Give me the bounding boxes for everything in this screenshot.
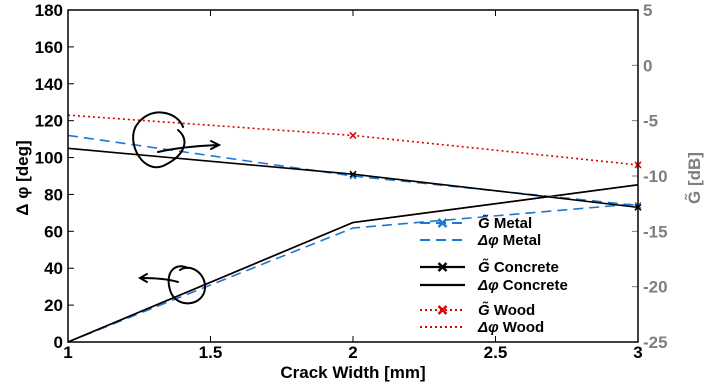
annotation-arrowhead-lower — [137, 273, 148, 283]
legend-symbol: Δφ — [477, 277, 499, 294]
legend-marker — [437, 262, 448, 272]
tick-layer: 1 1.5 2 2.5 3 0 20 40 60 80 100 120 140 160 180 -25 -20 -… — [35, 1, 668, 362]
legend-symbol: Δφ — [477, 232, 499, 249]
y2-tick-label: -20 — [643, 278, 668, 297]
x-tick-label: 3 — [633, 343, 642, 362]
legend-text: Concrete — [490, 259, 559, 276]
series-layer — [67, 114, 642, 343]
x-tick-label: 1.5 — [199, 343, 223, 362]
y-tick-label: 0 — [54, 333, 63, 352]
y2-axis-label: G̃ [dB] — [684, 152, 704, 204]
x-tick-label: 1 — [63, 343, 72, 362]
y-tick-label: 120 — [35, 112, 63, 131]
series-line-g-metal — [67, 202, 639, 343]
x-tick-label: 2 — [348, 343, 357, 362]
y-axis-label: Δ φ [deg] — [13, 140, 32, 215]
series-line-concrete — [67, 147, 639, 209]
y-tick-label: 20 — [44, 296, 63, 315]
series-line-g-concrete — [67, 184, 639, 343]
plot-frame — [67, 9, 639, 343]
x-tick-label: 2.5 — [484, 343, 508, 362]
annotation-arrow-upper — [157, 144, 219, 153]
y-tick-label: 100 — [35, 149, 63, 168]
legend-symbol: G̃ — [478, 301, 490, 319]
legend-symbol: Δφ — [477, 319, 499, 336]
legend-text: Concrete — [499, 277, 568, 294]
y-tick-label: 140 — [35, 75, 63, 94]
x-axis-label: Crack Width [mm] — [280, 363, 425, 382]
legend-label: Δφ Metal — [477, 232, 541, 249]
legend-label: G̃ Metal — [478, 214, 532, 232]
legend-label: G̃ Wood — [478, 301, 535, 319]
y2-tick-label: -5 — [643, 112, 658, 131]
legend-text: Metal — [490, 215, 533, 232]
data-point-marker — [349, 170, 357, 178]
legend-symbol: G̃ — [478, 258, 490, 276]
y2-tick-label: -10 — [643, 167, 668, 186]
annotation-arrows — [132, 111, 222, 305]
annotation-loop-upper — [132, 111, 186, 169]
series-line-metal — [67, 134, 639, 207]
legend-label: Δφ Concrete — [477, 277, 568, 294]
legend-text: Wood — [499, 319, 545, 336]
annotation-loop-lower — [167, 265, 207, 305]
y-tick-label: 80 — [44, 185, 63, 204]
series-line-wood — [67, 114, 639, 166]
y-tick-label: 60 — [44, 222, 63, 241]
data-point-marker — [349, 131, 357, 139]
annotation-arrow-lower — [140, 277, 179, 283]
y-tick-label: 180 — [35, 1, 63, 20]
legend-symbol: G̃ — [478, 214, 490, 232]
y2-tick-label: -25 — [643, 333, 668, 352]
y-tick-label: 40 — [44, 259, 63, 278]
legend-text: Metal — [499, 232, 542, 249]
legend-text: Wood — [490, 302, 536, 319]
legend-label: G̃ Concrete — [478, 258, 559, 276]
legend-marker — [437, 218, 448, 228]
legend-label: Δφ Wood — [477, 319, 544, 336]
legend-marker — [437, 305, 448, 315]
y2-tick-label: 5 — [643, 1, 652, 20]
y2-tick-label: 0 — [643, 56, 652, 75]
annotation-arrowhead-upper — [210, 140, 222, 150]
y-tick-label: 160 — [35, 38, 63, 57]
y2-tick-label: -15 — [643, 222, 668, 241]
